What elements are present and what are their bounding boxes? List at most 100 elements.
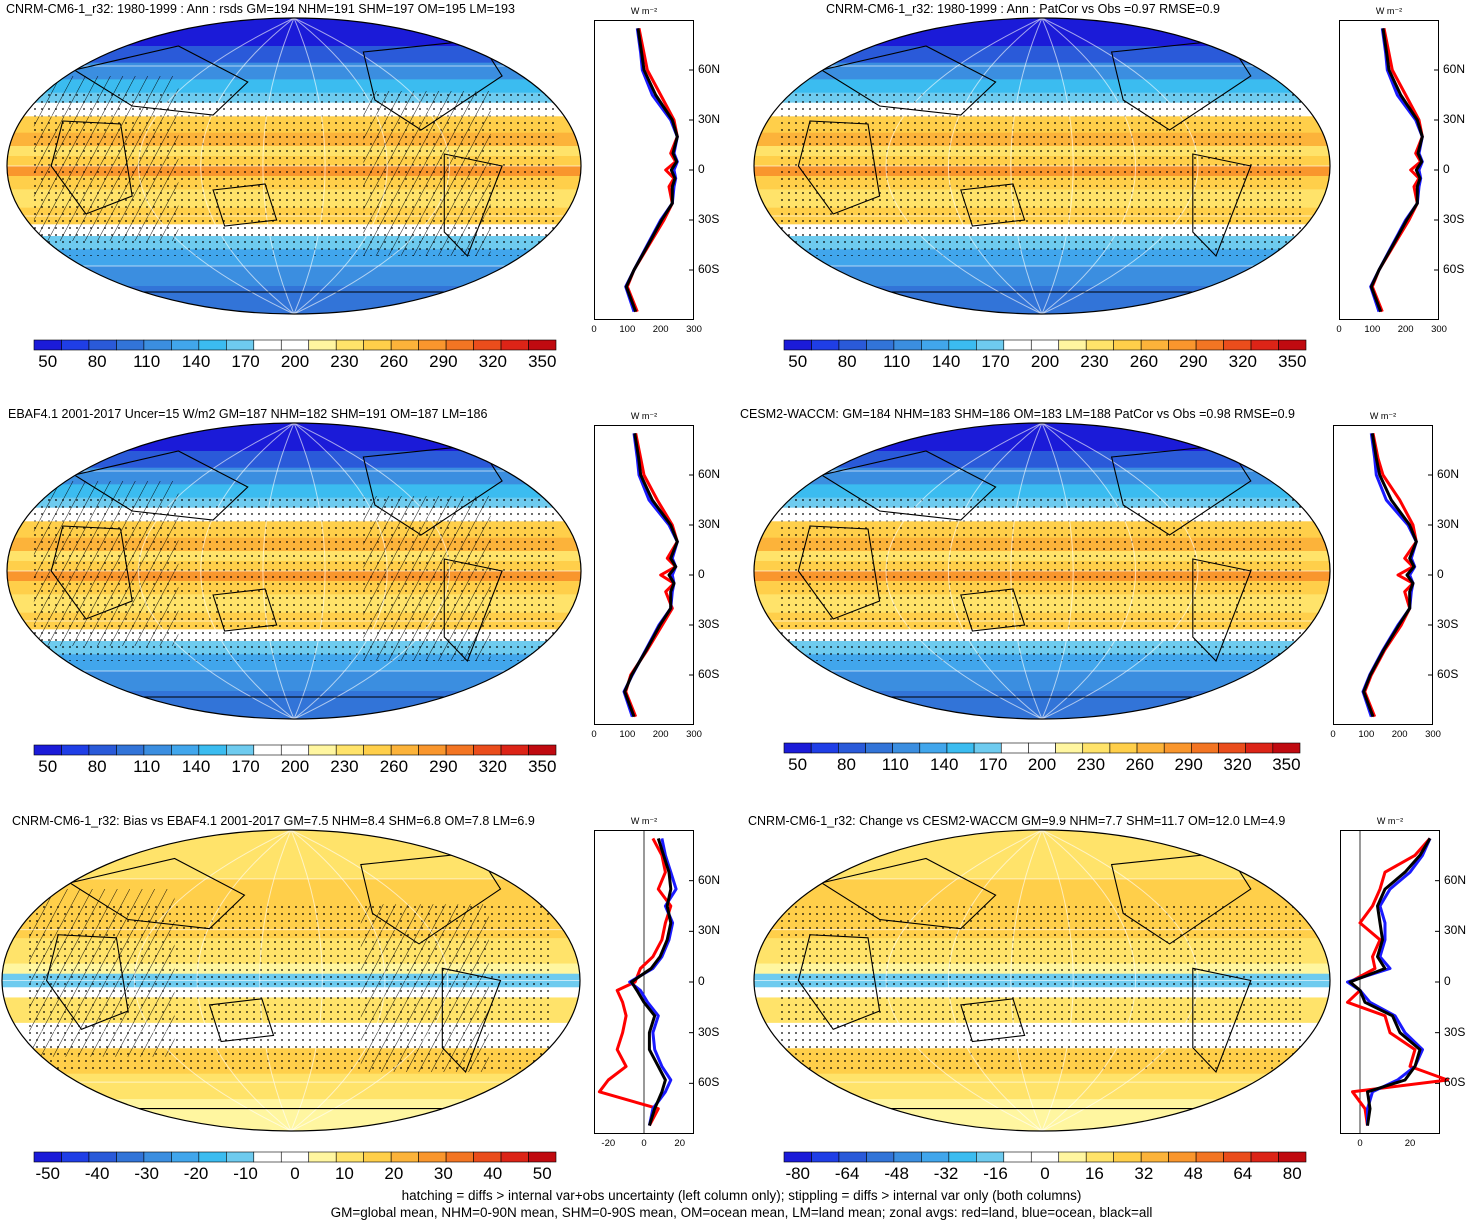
lat-label: 60S bbox=[698, 1075, 720, 1090]
lat-label: 30S bbox=[1444, 1024, 1466, 1039]
x-tick-label: 200 bbox=[652, 729, 669, 740]
colorbar-label: 80 bbox=[837, 352, 857, 371]
zonal-all-line bbox=[1369, 28, 1424, 313]
colorbar-label: 290 bbox=[429, 352, 458, 371]
lat-label: 30S bbox=[698, 212, 720, 226]
panel-1: CNRM-CM6-1_r32: 1980-1999 : Ann : rsds G… bbox=[0, 0, 1483, 400]
colorbar-label: -10 bbox=[233, 1164, 258, 1183]
colorbar-label: 350 bbox=[528, 757, 557, 776]
colorbar-label: 0 bbox=[1040, 1164, 1050, 1183]
colorbar bbox=[783, 1151, 1307, 1163]
lat-label: 0 bbox=[1437, 567, 1444, 581]
colorbar-label: 80 bbox=[836, 755, 856, 774]
x-tick-label: 0 bbox=[1330, 729, 1336, 740]
colorbar-label: 50 bbox=[38, 352, 58, 371]
colorbar-label: 32 bbox=[1134, 1164, 1154, 1183]
colorbar-label: 320 bbox=[1228, 352, 1257, 371]
panel-title: CNRM-CM6-1_r32: Change vs CESM2-WACCM GM… bbox=[748, 814, 1286, 828]
lat-label: 30N bbox=[698, 112, 721, 126]
colorbar-label: 230 bbox=[1076, 755, 1106, 774]
colorbar-label: 170 bbox=[981, 352, 1010, 371]
lat-label: 60S bbox=[1444, 1075, 1466, 1090]
colorbar-label: 110 bbox=[133, 352, 161, 371]
lat-label: 0 bbox=[698, 162, 705, 176]
lat-label: 60S bbox=[698, 262, 720, 276]
panel-2: CNRM-CM6-1_r32: 1980-1999 : Ann : PatCor… bbox=[0, 0, 1483, 400]
x-tick-label: 300 bbox=[686, 324, 702, 335]
unit-label: W m⁻² bbox=[630, 411, 658, 421]
zonal-mean-plot bbox=[594, 425, 694, 725]
lat-label: 60S bbox=[1443, 262, 1465, 276]
lat-label: 60N bbox=[698, 62, 721, 76]
colorbar bbox=[33, 744, 557, 756]
colorbar-label: 110 bbox=[881, 755, 909, 774]
colorbar bbox=[33, 339, 557, 351]
colorbar-label: 0 bbox=[290, 1164, 300, 1183]
lat-label: 60N bbox=[698, 872, 721, 887]
colorbar-label: 16 bbox=[1084, 1164, 1104, 1183]
panel-6: CNRM-CM6-1_r32: Change vs CESM2-WACCM GM… bbox=[0, 812, 1483, 1212]
lat-label: 60N bbox=[698, 467, 721, 481]
colorbar bbox=[33, 1151, 557, 1163]
lat-label: 60S bbox=[1437, 667, 1459, 681]
colorbar-label: 140 bbox=[181, 352, 211, 371]
colorbar-label: 260 bbox=[1125, 755, 1154, 774]
colorbar-label: 110 bbox=[883, 352, 911, 371]
colorbar-label: 350 bbox=[1272, 755, 1301, 774]
colorbar-label: -50 bbox=[35, 1164, 61, 1183]
x-tick-label: 0 bbox=[1357, 1138, 1363, 1149]
zonal-all-line bbox=[630, 837, 673, 1127]
zonal-mean-plot bbox=[1339, 20, 1439, 320]
colorbar-label: 170 bbox=[231, 352, 260, 371]
colorbar-label: -32 bbox=[933, 1164, 959, 1183]
colorbar-label: 230 bbox=[330, 352, 359, 371]
zonal-all-line bbox=[1348, 837, 1432, 1126]
lat-label: 0 bbox=[1444, 974, 1451, 988]
colorbar-label: 230 bbox=[1080, 352, 1109, 371]
colorbar-label: 48 bbox=[1183, 1164, 1203, 1183]
colorbar-label: 80 bbox=[1282, 1164, 1302, 1183]
map bbox=[753, 829, 1331, 1132]
colorbar-label: 20 bbox=[384, 1164, 404, 1183]
map bbox=[6, 17, 582, 315]
x-tick-label: 100 bbox=[619, 324, 636, 335]
lat-label: 30S bbox=[698, 1024, 720, 1039]
panel-title: EBAF4.1 2001-2017 Uncer=15 W/m2 GM=187 N… bbox=[8, 407, 488, 421]
lat-label: 30N bbox=[1443, 112, 1466, 126]
colorbar-label: 140 bbox=[930, 755, 959, 774]
colorbar-label: 260 bbox=[379, 757, 409, 776]
colorbar-label: 230 bbox=[330, 757, 359, 776]
colorbar-label: 110 bbox=[133, 757, 161, 776]
colorbar-label: 200 bbox=[1027, 755, 1057, 774]
lat-label: 30S bbox=[1437, 617, 1459, 631]
x-tick-label: 20 bbox=[674, 1138, 685, 1149]
colorbar-label: -64 bbox=[834, 1164, 860, 1183]
x-tick-label: 200 bbox=[1391, 729, 1408, 740]
colorbar-label: 140 bbox=[181, 757, 211, 776]
x-tick-label: 100 bbox=[1358, 729, 1375, 740]
footer-line-2: GM=global mean, NHM=0-90N mean, SHM=0-90… bbox=[330, 1205, 1153, 1220]
colorbar-label: -40 bbox=[84, 1164, 110, 1183]
unit-label: W m⁻² bbox=[630, 816, 658, 826]
lat-label: 60N bbox=[1437, 467, 1460, 481]
lat-label: 60N bbox=[1444, 872, 1467, 887]
zonal-all-line bbox=[1362, 433, 1418, 718]
colorbar-label: 260 bbox=[1129, 352, 1159, 371]
colorbar-label: -20 bbox=[183, 1164, 209, 1183]
x-tick-label: 300 bbox=[1431, 324, 1447, 335]
colorbar-label: 170 bbox=[231, 757, 260, 776]
zonal-mean-plot bbox=[1333, 425, 1433, 725]
colorbar-label: -80 bbox=[785, 1164, 811, 1183]
x-tick-label: 200 bbox=[1397, 324, 1414, 335]
colorbar-label: 64 bbox=[1233, 1164, 1253, 1183]
colorbar-label: 30 bbox=[433, 1164, 453, 1183]
colorbar-label: 320 bbox=[478, 352, 507, 371]
panel-title: CESM2-WACCM: GM=184 NHM=183 SHM=186 OM=1… bbox=[740, 407, 1295, 421]
colorbar-label: 80 bbox=[87, 352, 107, 371]
colorbar bbox=[783, 742, 1301, 754]
lat-label: 30N bbox=[1444, 923, 1467, 938]
x-tick-label: 100 bbox=[619, 729, 636, 740]
map bbox=[6, 422, 582, 720]
colorbar-label: 290 bbox=[1179, 352, 1208, 371]
footer-line-1: hatching = diffs > internal var+obs unce… bbox=[401, 1188, 1082, 1203]
